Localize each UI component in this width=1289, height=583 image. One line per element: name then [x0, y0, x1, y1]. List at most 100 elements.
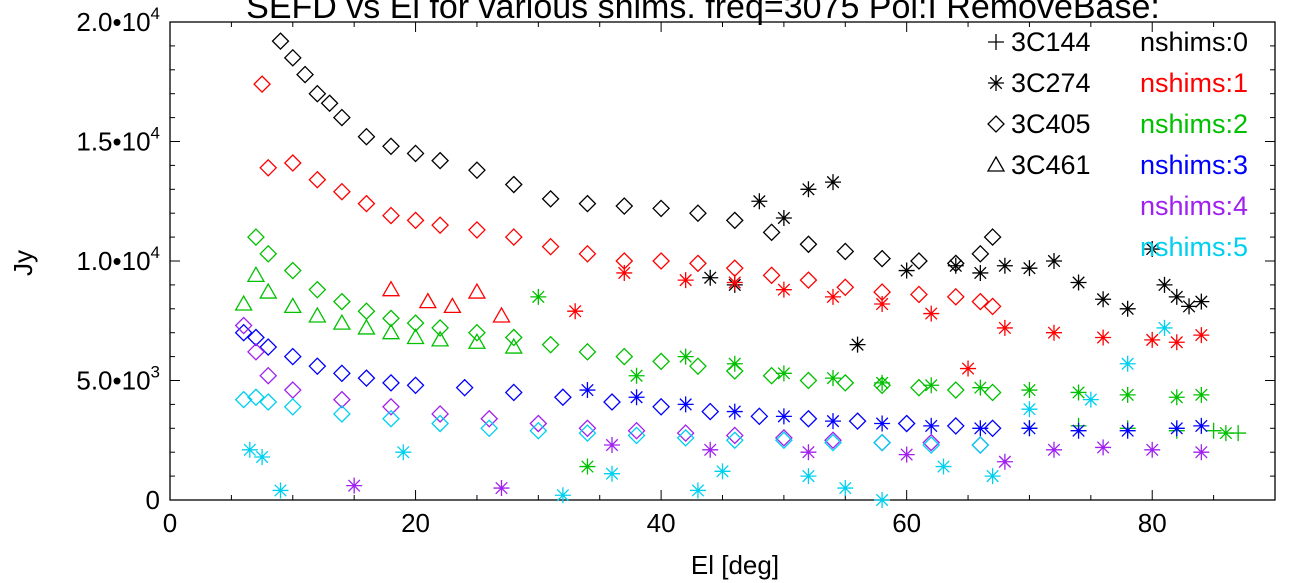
data-point — [504, 383, 523, 402]
data-point — [283, 154, 302, 172]
data-point — [308, 306, 327, 323]
data-point — [971, 292, 990, 311]
data-point — [714, 463, 731, 480]
data-point — [849, 336, 866, 353]
data-point — [234, 390, 253, 409]
data-point — [259, 282, 278, 299]
data-point — [1156, 319, 1173, 336]
x-axis: 0 20 40 60 80 — [163, 22, 1276, 538]
data-point — [689, 204, 707, 223]
data-point — [615, 347, 634, 366]
series-3C274-nshims-3 — [579, 382, 1210, 439]
data-point — [431, 414, 450, 433]
data-point — [627, 421, 646, 440]
data-point — [1119, 355, 1136, 372]
y-axis: 0 5.0•103 1.0•104 1.5•104 2.0•104 — [76, 4, 1275, 515]
data-point — [272, 482, 289, 499]
data-point — [1046, 324, 1062, 341]
data-point — [382, 309, 400, 328]
data-point — [910, 378, 928, 397]
data-point — [800, 181, 817, 198]
legend-shim-label: nshims:1 — [1140, 68, 1248, 98]
data-point — [825, 370, 841, 387]
legend-shim-label: nshims:2 — [1140, 109, 1248, 139]
data-point — [996, 319, 1013, 336]
data-point — [701, 402, 720, 421]
data-point — [247, 228, 265, 247]
data-point — [1070, 274, 1087, 291]
data-point — [751, 193, 768, 210]
data-point — [246, 266, 266, 282]
data-point — [873, 433, 892, 452]
data-point — [553, 388, 572, 407]
data-point — [578, 194, 597, 213]
data-point — [971, 436, 990, 454]
data-point — [616, 264, 633, 281]
data-point — [504, 337, 523, 354]
data-point — [468, 323, 486, 342]
data-point — [431, 319, 450, 337]
data-point — [467, 332, 487, 349]
y-tick-label: 1.5•104 — [76, 124, 160, 157]
data-point — [504, 328, 523, 347]
data-point — [296, 65, 314, 84]
series-3C405-nshims-5 — [234, 388, 990, 454]
series-3C461-nshims-1 — [381, 280, 511, 323]
data-point — [825, 288, 841, 305]
data-point — [971, 436, 990, 454]
data-point — [677, 272, 694, 289]
data-point — [702, 269, 719, 286]
data-point — [775, 408, 792, 425]
data-point — [247, 328, 265, 347]
data-point — [1119, 386, 1136, 403]
data-point — [775, 209, 792, 226]
data-point — [529, 414, 548, 433]
data-point — [774, 431, 793, 450]
data-point — [836, 373, 855, 392]
data-point — [283, 347, 302, 366]
data-point — [825, 413, 841, 430]
data-point — [1193, 327, 1210, 344]
legend-source-label: 3C461 — [1011, 150, 1091, 180]
data-point — [725, 431, 744, 450]
data-point — [578, 342, 597, 361]
data-point — [283, 261, 302, 280]
data-point — [652, 199, 671, 218]
series-3C274-nshims-4 — [346, 437, 1210, 497]
data-point — [247, 342, 265, 361]
x-axis-title: El [deg] — [691, 550, 779, 580]
data-point — [1119, 422, 1136, 439]
x-tick-label: 0 — [163, 508, 177, 538]
data-point — [247, 388, 265, 407]
data-point — [308, 84, 327, 103]
x-tick-label: 60 — [892, 508, 921, 538]
data-point — [677, 348, 694, 365]
series-3C405-nshims-4 — [234, 316, 990, 454]
data-point — [824, 431, 842, 450]
data-point — [983, 228, 1002, 247]
data-point — [775, 365, 792, 382]
data-point — [332, 292, 351, 311]
data-point — [1168, 334, 1185, 351]
data-point — [1168, 389, 1185, 406]
data-point — [799, 409, 818, 428]
legend-symbol-diamond — [987, 115, 1005, 133]
data-point — [382, 409, 400, 428]
data-point — [241, 441, 258, 458]
data-point — [628, 367, 645, 384]
x-tick-label: 80 — [1138, 508, 1167, 538]
data-point — [799, 371, 818, 390]
legend-symbol-asterisk — [988, 75, 1004, 91]
data-point — [774, 428, 793, 447]
data-point — [1082, 391, 1099, 408]
data-point — [923, 417, 940, 434]
data-point — [406, 314, 425, 333]
x-tick-label: 40 — [647, 508, 676, 538]
y-tick-label: 2.0•104 — [76, 4, 160, 37]
data-point — [726, 274, 743, 291]
data-point — [972, 264, 989, 281]
data-point — [702, 441, 719, 458]
data-point — [381, 323, 401, 340]
data-point — [1168, 420, 1185, 437]
data-point — [1021, 260, 1038, 277]
